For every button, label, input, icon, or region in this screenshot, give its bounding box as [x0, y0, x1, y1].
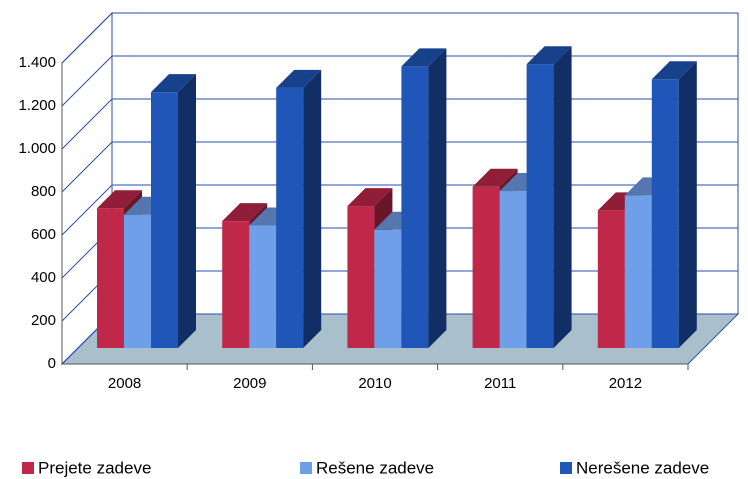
bar	[347, 206, 375, 348]
x-tick-label: 2010	[358, 375, 391, 392]
legend: Prejete zadeve Rešene zadeve Nerešene zade…	[22, 458, 709, 477]
bar-side	[553, 46, 572, 348]
bar	[597, 210, 625, 348]
bar-top	[472, 168, 518, 187]
bar-top	[651, 61, 697, 80]
bar	[624, 195, 652, 348]
x-tick-label: 2009	[233, 375, 266, 392]
legend-swatch	[560, 462, 572, 474]
bar	[222, 221, 250, 348]
bar-side	[428, 48, 447, 348]
legend-swatch	[22, 462, 34, 474]
bar	[249, 225, 277, 348]
x-tick-label: 2012	[609, 375, 642, 392]
bar	[472, 186, 500, 348]
bar-top	[401, 48, 447, 67]
bar	[651, 79, 679, 348]
y-tick-label: 1.400	[18, 54, 56, 71]
bar-side	[178, 74, 196, 349]
y-tick-label: 1.000	[18, 140, 56, 157]
legend-label: Prejete zadeve	[38, 458, 151, 477]
bar-top	[347, 188, 393, 207]
legend-label: Nerešene zadeve	[576, 458, 709, 477]
bar-side	[303, 69, 322, 348]
y-tick-label: 0	[48, 355, 56, 372]
y-tick-label: 800	[31, 183, 56, 200]
x-tick-label: 2008	[108, 375, 141, 392]
grid-line	[61, 12, 738, 64]
y-tick-label: 400	[31, 269, 56, 286]
grid-line	[61, 55, 738, 107]
bar	[499, 191, 527, 348]
y-tick-label: 1.200	[18, 97, 56, 114]
bar	[526, 64, 554, 348]
y-tick-label: 200	[31, 312, 56, 329]
bar	[151, 92, 178, 349]
bar	[374, 229, 402, 348]
bar-top	[222, 203, 268, 222]
bar	[276, 87, 304, 348]
bar	[124, 214, 151, 348]
legend-swatch	[300, 462, 312, 474]
bar	[401, 66, 429, 348]
legend-label: Rešene zadeve	[316, 458, 434, 477]
bar-top	[526, 46, 572, 65]
y-tick-label: 600	[31, 226, 56, 243]
bar-top	[151, 74, 196, 93]
bar-top	[276, 69, 322, 88]
bar-side	[678, 61, 697, 348]
bar-top	[97, 190, 142, 209]
bar	[97, 208, 124, 348]
x-tick-label: 2011	[484, 375, 516, 392]
